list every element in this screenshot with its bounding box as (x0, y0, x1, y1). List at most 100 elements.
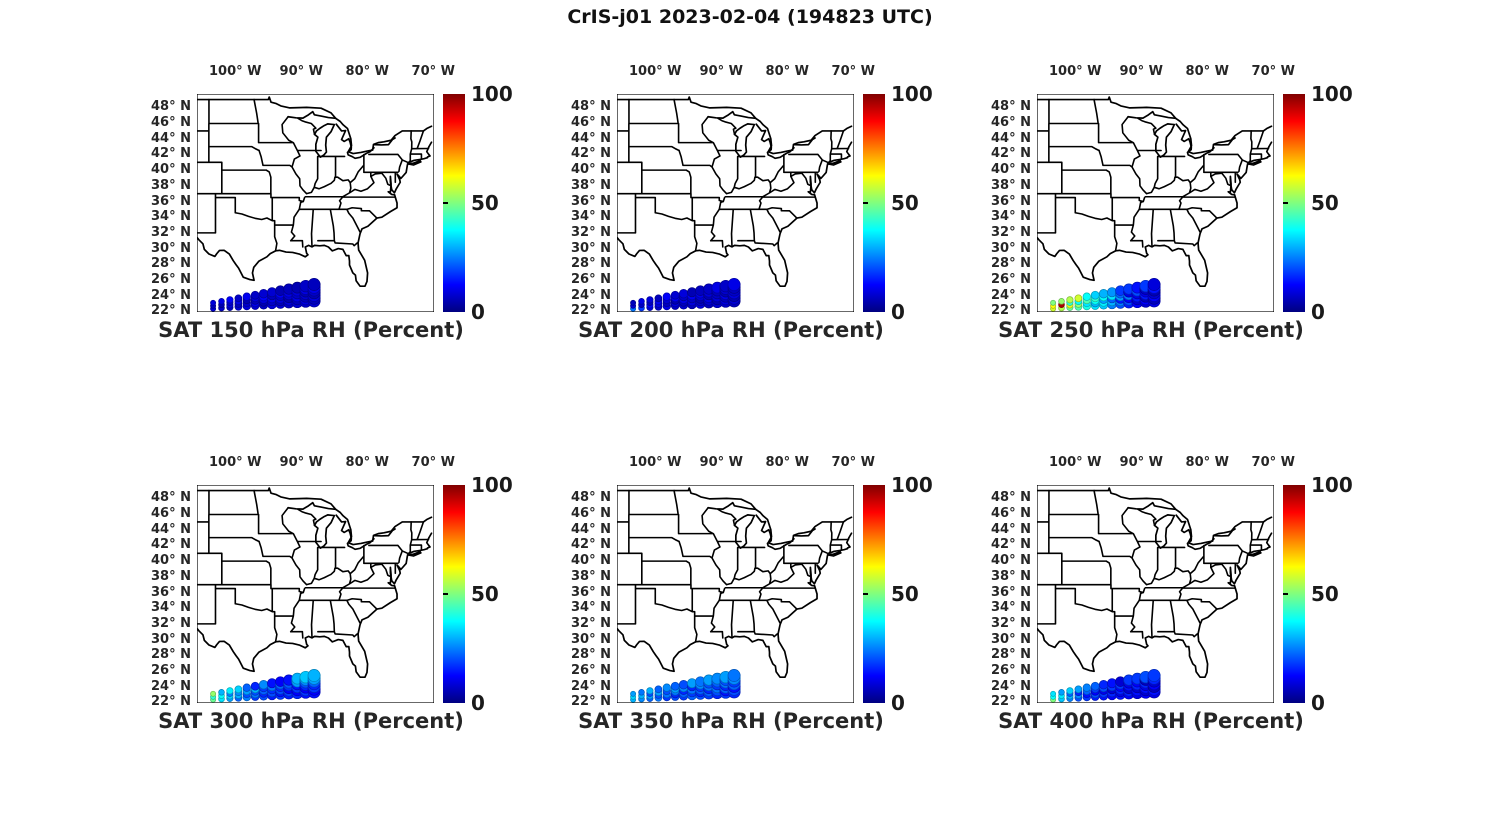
scatter-dot (1147, 669, 1161, 682)
scatter-dot (654, 685, 663, 694)
state-borders (197, 98, 430, 252)
lat-tick-label: 24° N (991, 678, 1031, 694)
scatter-dot (1098, 289, 1109, 299)
lat-tick-label: 48° N (991, 490, 1031, 506)
scatter-dot (727, 278, 741, 291)
lat-tick-label: 24° N (571, 678, 611, 694)
scatter-dot (670, 681, 680, 691)
scatter-layer (630, 669, 741, 703)
colorbar-label-min: 0 (891, 300, 905, 324)
lat-tick-label: 32° N (991, 615, 1031, 631)
colorbar-label-min: 0 (1311, 300, 1325, 324)
lat-tick-label: 30° N (991, 631, 1031, 647)
lon-tick-label: 80° W (765, 455, 809, 470)
lat-tick-label: 30° N (151, 240, 191, 256)
lat-tick-label: 36° N (991, 193, 1031, 209)
scatter-dot (638, 298, 645, 305)
panel-200hPa: 100° W 90° W 80° W 70° W 48° N 46° N 44° N 42° … (555, 60, 933, 360)
panel-caption: SAT 150 hPa RH (Percent) (158, 318, 464, 342)
lat-tick-label: 26° N (571, 663, 611, 679)
lat-tick-label: 38° N (571, 568, 611, 584)
lon-tick-label: 90° W (1119, 455, 1163, 470)
colorbar (443, 485, 465, 703)
lat-tick-label: 46° N (991, 115, 1031, 131)
scatter-dot (1050, 299, 1057, 306)
lat-tick-label: 24° N (151, 678, 191, 694)
colorbar-label-max: 100 (471, 82, 513, 106)
scatter-dot (638, 689, 645, 696)
lat-tick-label: 46° N (571, 115, 611, 131)
great-lakes-outline (287, 501, 422, 557)
lat-tick-label: 48° N (151, 490, 191, 506)
state-borders (1037, 489, 1270, 643)
lat-tick-label: 32° N (571, 615, 611, 631)
scatter-dot (646, 687, 654, 695)
colorbar-label-mid: 50 (891, 191, 919, 215)
scatter-layer (210, 278, 321, 312)
us-coast-outline (1037, 96, 1273, 288)
lat-tick-label: 42° N (571, 146, 611, 162)
scatter-dot (662, 292, 671, 301)
scatter-dot (210, 299, 217, 306)
scatter-dot (1090, 290, 1100, 300)
lat-tick-label: 28° N (991, 256, 1031, 272)
lat-tick-label: 34° N (151, 600, 191, 616)
scatter-dot (258, 680, 269, 690)
colorbar-label-max: 100 (891, 82, 933, 106)
colorbar-label-max: 100 (891, 473, 933, 497)
lat-tick-label: 42° N (151, 537, 191, 553)
great-lakes-outline (707, 501, 842, 557)
colorbar-mid-tick (443, 202, 448, 204)
lat-tick-label: 46° N (151, 506, 191, 522)
lon-tick-label: 100° W (629, 455, 682, 470)
lat-tick-label: 34° N (571, 600, 611, 616)
lat-tick-label: 44° N (991, 521, 1031, 537)
scatter-dot (654, 294, 663, 303)
lat-tick-label: 36° N (571, 193, 611, 209)
figure-title: CrIS-j01 2023-02-04 (194823 UTC) (567, 6, 933, 28)
lat-tick-label: 22° N (991, 694, 1031, 710)
scatter-dot (307, 278, 321, 291)
lat-tick-label: 32° N (151, 224, 191, 240)
lat-tick-label: 40° N (571, 162, 611, 178)
colorbar (863, 94, 885, 312)
lat-tick-label: 48° N (571, 99, 611, 115)
lat-tick-label: 46° N (571, 506, 611, 522)
lat-tick-label: 22° N (571, 303, 611, 319)
lat-tick-label: 40° N (991, 553, 1031, 569)
panel-caption: SAT 200 hPa RH (Percent) (578, 318, 884, 342)
colorbar (863, 485, 885, 703)
lat-tick-label: 48° N (571, 490, 611, 506)
map-svg (197, 94, 434, 312)
lat-tick-label: 28° N (151, 256, 191, 272)
scatter-dot (1058, 689, 1065, 696)
lon-tick-label: 90° W (699, 455, 743, 470)
colorbar (1283, 485, 1305, 703)
scatter-dot (670, 290, 680, 300)
us-coast-outline (197, 487, 433, 679)
great-lakes-outline (1127, 501, 1262, 557)
colorbar-label-min: 0 (471, 300, 485, 324)
lat-tick-label: 44° N (571, 521, 611, 537)
scatter-dot (1074, 294, 1083, 303)
lon-tick-label: 80° W (765, 64, 809, 79)
lat-tick-label: 26° N (151, 272, 191, 288)
colorbar-mid-tick (1283, 593, 1288, 595)
panel-400hPa: 100° W 90° W 80° W 70° W 48° N 46° N 44° N 42° … (975, 451, 1353, 751)
scatter-dot (1082, 292, 1091, 301)
map-svg (197, 485, 434, 703)
lat-tick-label: 42° N (991, 537, 1031, 553)
scatter-dot (250, 681, 260, 691)
lat-tick-label: 40° N (571, 553, 611, 569)
scatter-layer (1050, 669, 1161, 703)
colorbar-mid-tick (863, 593, 868, 595)
map-svg (1037, 485, 1274, 703)
colorbar-mid-tick (443, 593, 448, 595)
lat-tick-label: 24° N (571, 287, 611, 303)
lat-tick-label: 22° N (151, 303, 191, 319)
lon-tick-label: 80° W (1185, 455, 1229, 470)
colorbar-label-mid: 50 (891, 582, 919, 606)
lat-tick-label: 44° N (991, 130, 1031, 146)
scatter-dot (218, 298, 225, 305)
scatter-dot (226, 296, 234, 304)
